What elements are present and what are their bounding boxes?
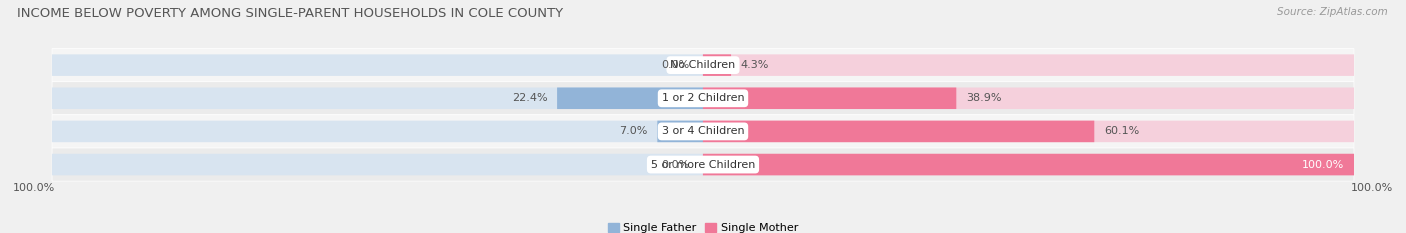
Text: 100.0%: 100.0% bbox=[13, 183, 55, 193]
Text: 7.0%: 7.0% bbox=[619, 127, 648, 136]
Legend: Single Father, Single Mother: Single Father, Single Mother bbox=[603, 219, 803, 233]
FancyBboxPatch shape bbox=[557, 88, 703, 109]
Text: 22.4%: 22.4% bbox=[512, 93, 547, 103]
Text: 1 or 2 Children: 1 or 2 Children bbox=[662, 93, 744, 103]
FancyBboxPatch shape bbox=[703, 88, 956, 109]
Text: INCOME BELOW POVERTY AMONG SINGLE-PARENT HOUSEHOLDS IN COLE COUNTY: INCOME BELOW POVERTY AMONG SINGLE-PARENT… bbox=[17, 7, 562, 20]
FancyBboxPatch shape bbox=[658, 121, 703, 142]
FancyBboxPatch shape bbox=[52, 82, 1354, 115]
Text: 100.0%: 100.0% bbox=[1302, 160, 1344, 170]
FancyBboxPatch shape bbox=[52, 115, 1354, 148]
Text: 3 or 4 Children: 3 or 4 Children bbox=[662, 127, 744, 136]
Text: 100.0%: 100.0% bbox=[1351, 183, 1393, 193]
FancyBboxPatch shape bbox=[703, 54, 1354, 76]
FancyBboxPatch shape bbox=[52, 148, 1354, 181]
FancyBboxPatch shape bbox=[703, 154, 1354, 175]
FancyBboxPatch shape bbox=[703, 54, 731, 76]
Text: 38.9%: 38.9% bbox=[966, 93, 1001, 103]
Text: 60.1%: 60.1% bbox=[1104, 127, 1139, 136]
FancyBboxPatch shape bbox=[703, 154, 1354, 175]
Text: 0.0%: 0.0% bbox=[662, 160, 690, 170]
Text: No Children: No Children bbox=[671, 60, 735, 70]
FancyBboxPatch shape bbox=[52, 54, 703, 76]
FancyBboxPatch shape bbox=[52, 121, 703, 142]
FancyBboxPatch shape bbox=[52, 88, 703, 109]
Text: 0.0%: 0.0% bbox=[662, 60, 690, 70]
FancyBboxPatch shape bbox=[703, 121, 1094, 142]
Text: Source: ZipAtlas.com: Source: ZipAtlas.com bbox=[1277, 7, 1388, 17]
Text: 4.3%: 4.3% bbox=[741, 60, 769, 70]
FancyBboxPatch shape bbox=[52, 154, 703, 175]
Text: 5 or more Children: 5 or more Children bbox=[651, 160, 755, 170]
FancyBboxPatch shape bbox=[703, 88, 1354, 109]
FancyBboxPatch shape bbox=[703, 121, 1354, 142]
FancyBboxPatch shape bbox=[52, 48, 1354, 82]
